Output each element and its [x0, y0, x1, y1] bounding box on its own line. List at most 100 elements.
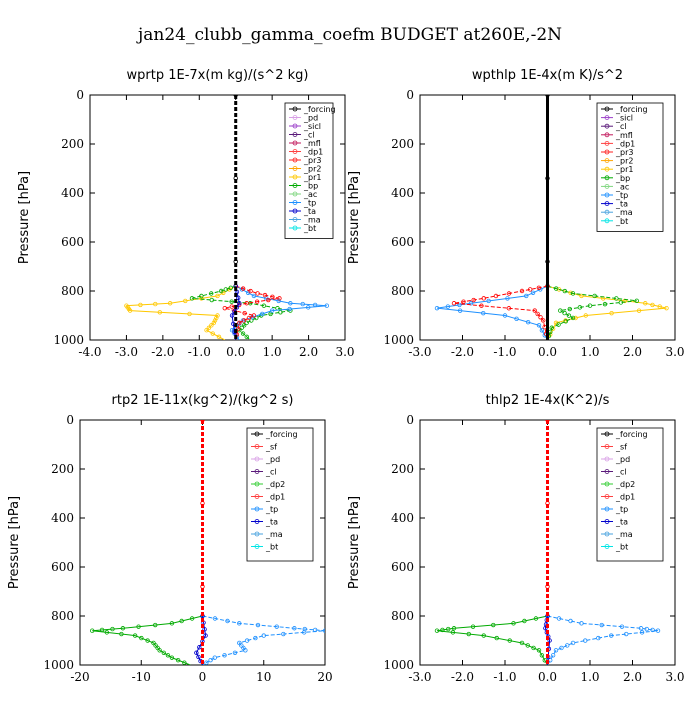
legend-entry: _dp1: [615, 139, 635, 148]
series-marker: [232, 650, 238, 655]
legend-marker: [604, 531, 610, 537]
series-marker: [322, 628, 325, 633]
y-tick-label: 600: [391, 560, 414, 574]
series-marker: [301, 630, 307, 635]
series-marker: [470, 624, 476, 629]
legend-marker: [604, 494, 610, 499]
series-marker: [229, 304, 234, 309]
series-marker: [212, 616, 218, 621]
series-line-pr1: [547, 285, 667, 340]
panel-title: rtp2 1E-11x(kg^2)/(kg^2 s): [112, 393, 294, 408]
series-marker: [240, 286, 246, 291]
series-marker: [650, 302, 655, 308]
series-marker: [493, 293, 499, 299]
legend-entry: _dp1: [615, 493, 635, 502]
series-marker: [614, 296, 619, 301]
series-marker: [255, 622, 261, 628]
series-marker: [570, 640, 576, 646]
legend-entry: _pd: [615, 455, 630, 464]
y-tick-label: 800: [61, 284, 84, 298]
legend-marker: [604, 519, 610, 524]
series-marker: [506, 291, 512, 296]
x-tick-label: 0: [199, 670, 207, 684]
series-marker: [507, 638, 512, 643]
series-marker: [197, 645, 202, 650]
legend-marker: [604, 149, 610, 155]
series-marker: [506, 306, 512, 311]
x-tick-label: 2.0: [623, 345, 642, 359]
series-marker: [451, 301, 457, 306]
series-marker: [254, 299, 260, 304]
y-tick-label: 400: [61, 186, 84, 200]
series-marker: [511, 621, 516, 626]
legend-marker: [292, 208, 298, 214]
series-marker: [468, 301, 474, 306]
series-marker: [566, 313, 572, 318]
legend-entry: _ma: [615, 530, 633, 539]
panel-1: wprtp 1E-7x(m kg)/(s^2 kg) Pressure [hPa]…: [17, 68, 355, 359]
series-marker: [553, 286, 559, 291]
series-group: [434, 420, 661, 665]
series-marker: [268, 311, 273, 317]
series-marker: [211, 320, 217, 326]
series-marker: [494, 635, 499, 641]
series-marker: [255, 291, 260, 296]
legend-marker: [292, 123, 298, 129]
series-line-ta: [231, 285, 240, 340]
series-marker: [262, 292, 268, 298]
series-marker: [183, 298, 188, 304]
series-marker: [525, 643, 530, 648]
x-tick-label: -1.0: [493, 670, 516, 684]
series-marker: [547, 638, 552, 643]
series-marker: [638, 626, 644, 631]
legend-entry: _dp1: [303, 148, 323, 157]
legend-marker: [604, 123, 610, 129]
legend-marker: [604, 544, 610, 549]
series-marker: [157, 648, 162, 653]
series-marker: [182, 660, 187, 665]
series-marker: [486, 298, 491, 304]
series-marker: [179, 618, 184, 624]
y-axis-label: Pressure [hPa]: [7, 496, 22, 589]
x-tick-label: -2.0: [451, 670, 474, 684]
legend-marker: [292, 183, 298, 188]
series-marker: [565, 643, 570, 648]
series-marker: [533, 616, 539, 621]
y-tick-label: 0: [66, 413, 74, 427]
series-marker: [276, 298, 281, 304]
plot-frame: [89, 94, 346, 341]
series-marker: [519, 288, 525, 294]
series-marker: [270, 294, 275, 299]
series-marker: [235, 295, 241, 300]
series-marker: [619, 624, 625, 629]
series-marker: [583, 638, 588, 643]
series-marker: [278, 310, 283, 315]
legend-entry: _pr3: [615, 148, 633, 157]
y-tick-label: 200: [391, 137, 414, 151]
legend-entry: _bt: [615, 217, 628, 226]
series-marker: [563, 319, 568, 324]
legend-marker: [254, 544, 260, 549]
series-marker: [223, 287, 229, 292]
legend-entry: _bp: [303, 182, 318, 191]
x-tick-label: 2.0: [299, 345, 318, 359]
series-marker: [599, 622, 604, 628]
y-tick-label: 400: [391, 186, 414, 200]
legend-marker: [254, 481, 260, 487]
series-marker: [596, 635, 601, 641]
series-marker: [450, 630, 456, 635]
series-marker: [233, 259, 238, 264]
series-marker: [104, 630, 110, 635]
series-marker: [536, 323, 542, 328]
series-marker: [169, 655, 175, 660]
y-tick-label: 800: [391, 609, 414, 623]
legend-entry: _bt: [265, 543, 278, 552]
series-marker: [639, 630, 645, 635]
legend-marker: [292, 132, 298, 137]
legend-entry: _ta: [615, 200, 628, 209]
series-marker: [288, 301, 293, 306]
y-tick-label: 800: [51, 609, 74, 623]
series-marker: [525, 319, 531, 325]
series-marker: [261, 633, 266, 638]
